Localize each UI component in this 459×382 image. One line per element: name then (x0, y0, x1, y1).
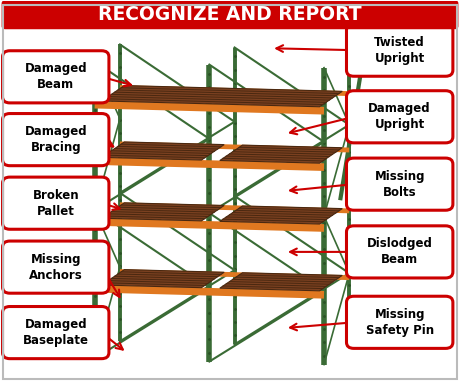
FancyBboxPatch shape (346, 91, 452, 143)
Text: Damaged
Baseplate: Damaged Baseplate (22, 318, 89, 347)
Text: Dislodged
Beam: Dislodged Beam (366, 237, 431, 266)
Text: Missing
Anchors: Missing Anchors (29, 253, 83, 282)
Polygon shape (219, 273, 341, 291)
FancyBboxPatch shape (346, 158, 452, 210)
FancyBboxPatch shape (346, 24, 452, 76)
Polygon shape (101, 203, 224, 221)
Text: Damaged
Upright: Damaged Upright (368, 102, 430, 131)
Text: Damaged
Bracing: Damaged Bracing (24, 125, 87, 154)
FancyBboxPatch shape (2, 113, 109, 166)
Text: Twisted
Upright: Twisted Upright (374, 36, 424, 65)
FancyBboxPatch shape (346, 296, 452, 348)
Polygon shape (101, 86, 341, 107)
Text: Missing
Bolts: Missing Bolts (374, 170, 424, 199)
Text: Missing
Safety Pin: Missing Safety Pin (365, 308, 433, 337)
Polygon shape (101, 270, 224, 288)
FancyBboxPatch shape (2, 51, 109, 103)
FancyBboxPatch shape (2, 0, 457, 29)
FancyBboxPatch shape (2, 177, 109, 229)
Polygon shape (219, 145, 341, 163)
FancyBboxPatch shape (2, 241, 109, 293)
Polygon shape (219, 206, 341, 224)
Polygon shape (101, 142, 224, 160)
Text: Broken
Pallet: Broken Pallet (32, 189, 79, 218)
Text: RECOGNIZE AND REPORT: RECOGNIZE AND REPORT (98, 5, 361, 24)
FancyBboxPatch shape (2, 306, 109, 359)
FancyBboxPatch shape (346, 226, 452, 278)
Text: Damaged
Beam: Damaged Beam (24, 62, 87, 91)
